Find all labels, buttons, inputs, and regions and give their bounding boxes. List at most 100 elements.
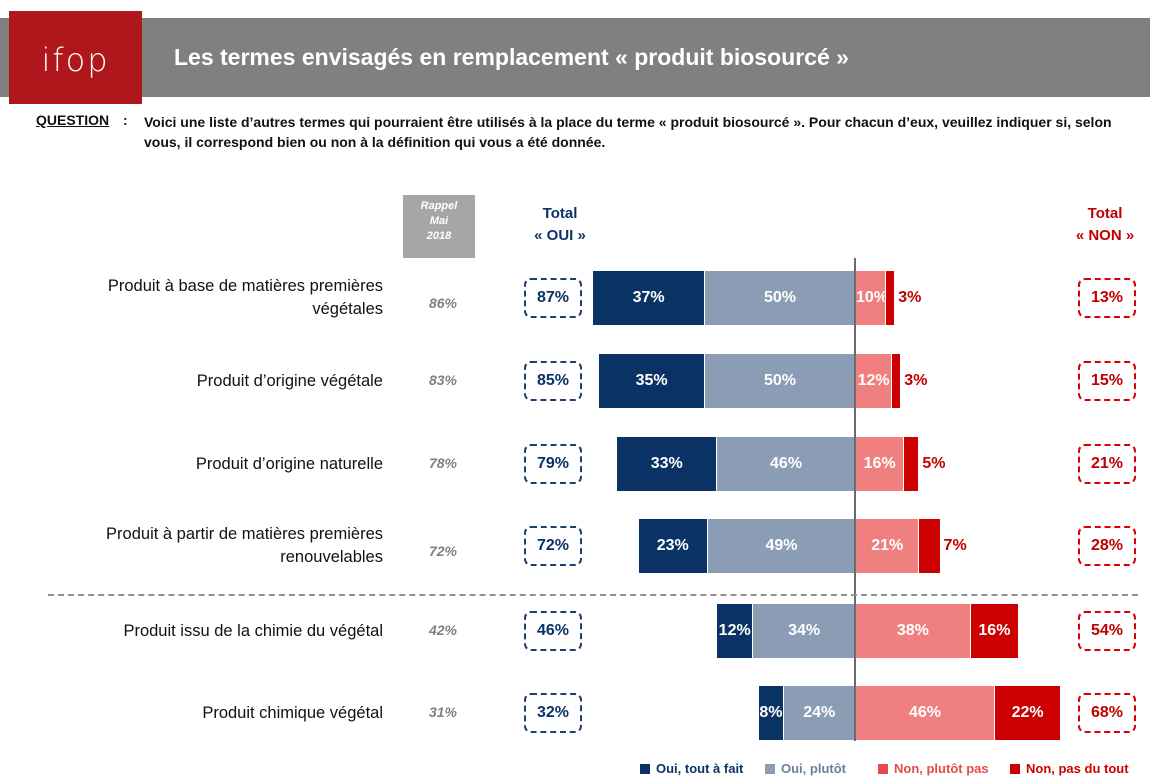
question-label: QUESTION bbox=[36, 112, 110, 128]
bar-non-plutot-pas: 38% bbox=[855, 604, 970, 658]
value-label: 8% bbox=[759, 704, 783, 721]
legend-item-non-plutot-pas: Non, plutôt pas bbox=[878, 761, 989, 776]
row-label: Produit à base de matières premières végé… bbox=[3, 275, 383, 321]
total-non-value: 54% bbox=[1078, 611, 1136, 651]
legend-swatch bbox=[878, 763, 888, 774]
center-axis bbox=[854, 258, 856, 741]
rappel-value: 31% bbox=[428, 704, 458, 720]
rappel-value: 83% bbox=[428, 372, 458, 388]
value-label: 46% bbox=[908, 704, 941, 721]
ifop-logo: ifop bbox=[9, 11, 142, 104]
legend-label: Oui, plutôt bbox=[781, 761, 846, 776]
bar-oui-tout-a-fait: 23% bbox=[637, 519, 707, 573]
value-label: 3% bbox=[904, 372, 928, 389]
question-colon: : bbox=[123, 112, 128, 128]
bar-oui-plutot: 49% bbox=[707, 519, 855, 573]
total-non-value: 28% bbox=[1078, 526, 1136, 566]
group-separator bbox=[48, 594, 1138, 596]
total-oui-value: 79% bbox=[524, 444, 582, 484]
total-non-line-2: « NON » bbox=[1075, 227, 1135, 244]
logo-text: ifop bbox=[41, 41, 110, 79]
bar-oui-tout-a-fait: 37% bbox=[592, 271, 704, 325]
row-label-line: Produit d’origine végétale bbox=[196, 371, 383, 390]
legend-swatch bbox=[1010, 763, 1020, 774]
rappel-value: 78% bbox=[428, 455, 458, 471]
total-oui-header: Total « OUI » bbox=[510, 203, 610, 247]
bar-oui-plutot: 34% bbox=[752, 604, 855, 658]
row-label-line: renouvelables bbox=[280, 548, 383, 566]
bar-oui-plutot: 24% bbox=[782, 686, 855, 740]
bar-oui-plutot: 50% bbox=[704, 354, 855, 408]
bar-non-pas-du-tout bbox=[885, 271, 895, 325]
rappel-header: Rappel Mai 2018 bbox=[403, 195, 475, 258]
bar-non-plutot-pas: 16% bbox=[855, 437, 904, 491]
bar-non-plutot-pas: 12% bbox=[855, 354, 892, 408]
value-label: 35% bbox=[635, 372, 668, 389]
bar-oui-plutot: 46% bbox=[716, 437, 855, 491]
row-label-line: Produit issu de la chimie du végétal bbox=[123, 621, 383, 640]
value-label: 34% bbox=[788, 622, 821, 639]
page-title: Les termes envisagés en remplacement « p… bbox=[174, 44, 849, 70]
value-label: 16% bbox=[863, 455, 896, 472]
value-label: 46% bbox=[770, 455, 803, 472]
value-label: 50% bbox=[763, 289, 797, 306]
legend-item-non-pas-du-tout: Non, pas du tout bbox=[1010, 761, 1129, 776]
value-label: 12% bbox=[718, 622, 751, 639]
row-label-line: Produit à partir de matières premières bbox=[106, 525, 383, 543]
bar-non-pas-du-tout bbox=[918, 519, 940, 573]
value-label: 12% bbox=[857, 372, 890, 389]
question-text: Voici une liste d’autres termes qui pour… bbox=[144, 114, 1112, 150]
total-oui-value: 46% bbox=[524, 611, 582, 651]
total-oui-value: 32% bbox=[524, 693, 582, 733]
value-label: 23% bbox=[656, 537, 689, 554]
legend-item-oui-tout-a-fait: Oui, tout à fait bbox=[640, 761, 743, 776]
legend-label: Non, plutôt pas bbox=[894, 761, 989, 776]
value-label: 16% bbox=[978, 622, 1011, 639]
bar-non-pas-du-tout: 22% bbox=[993, 686, 1061, 740]
total-non-header: Total « NON » bbox=[1055, 203, 1150, 247]
rappel-line-3: 2018 bbox=[426, 230, 452, 242]
legend-swatch bbox=[640, 763, 650, 774]
total-oui-line-1: Total bbox=[542, 205, 578, 222]
rappel-value: 42% bbox=[428, 622, 458, 638]
bar-non-plutot-pas: 10% bbox=[855, 271, 889, 325]
value-label: 33% bbox=[650, 455, 683, 472]
value-label: 50% bbox=[763, 372, 797, 389]
bar-oui-tout-a-fait: 35% bbox=[598, 354, 704, 408]
total-oui-line-2: « OUI » bbox=[534, 227, 586, 244]
rappel-value: 86% bbox=[428, 295, 458, 311]
value-label: 24% bbox=[803, 704, 836, 721]
bar-non-pas-du-tout: 16% bbox=[969, 604, 1019, 658]
row-label: Produit d’origine naturelle bbox=[3, 453, 383, 476]
total-oui-value: 87% bbox=[524, 278, 582, 318]
bar-non-pas-du-tout bbox=[903, 437, 919, 491]
legend-swatch bbox=[765, 763, 775, 774]
row-label: Produit issu de la chimie du végétal bbox=[3, 620, 383, 643]
value-label: 37% bbox=[632, 289, 665, 306]
value-label: 5% bbox=[922, 455, 946, 472]
value-label: 22% bbox=[1011, 704, 1044, 721]
legend-label: Oui, tout à fait bbox=[656, 761, 744, 776]
total-oui-value: 85% bbox=[524, 361, 582, 401]
bar-oui-tout-a-fait: 12% bbox=[716, 604, 753, 658]
value-label: 38% bbox=[896, 622, 929, 639]
header-band bbox=[0, 18, 1150, 97]
row-label: Produit d’origine végétale bbox=[3, 370, 383, 393]
value-label: 10% bbox=[856, 289, 889, 306]
total-non-line-1: Total bbox=[1087, 205, 1123, 222]
row-label: Produit à partir de matières premières re… bbox=[3, 523, 383, 569]
bar-non-plutot-pas: 46% bbox=[855, 686, 994, 740]
row-label-line: Produit d’origine naturelle bbox=[195, 454, 383, 473]
rappel-line-1: Rappel bbox=[420, 200, 458, 212]
value-label: 49% bbox=[765, 537, 798, 554]
row-label-line: Produit à base de matières premières bbox=[107, 277, 383, 295]
bar-oui-tout-a-fait: 8% bbox=[758, 686, 783, 740]
total-oui-value: 72% bbox=[524, 526, 582, 566]
bar-oui-plutot: 50% bbox=[704, 271, 855, 325]
value-label: 21% bbox=[871, 537, 904, 554]
row-label-line: Produit chimique végétal bbox=[202, 703, 383, 722]
legend-label: Non, pas du tout bbox=[1026, 761, 1129, 776]
rappel-value: 72% bbox=[428, 543, 458, 559]
total-non-value: 68% bbox=[1078, 693, 1136, 733]
total-non-value: 21% bbox=[1078, 444, 1136, 484]
